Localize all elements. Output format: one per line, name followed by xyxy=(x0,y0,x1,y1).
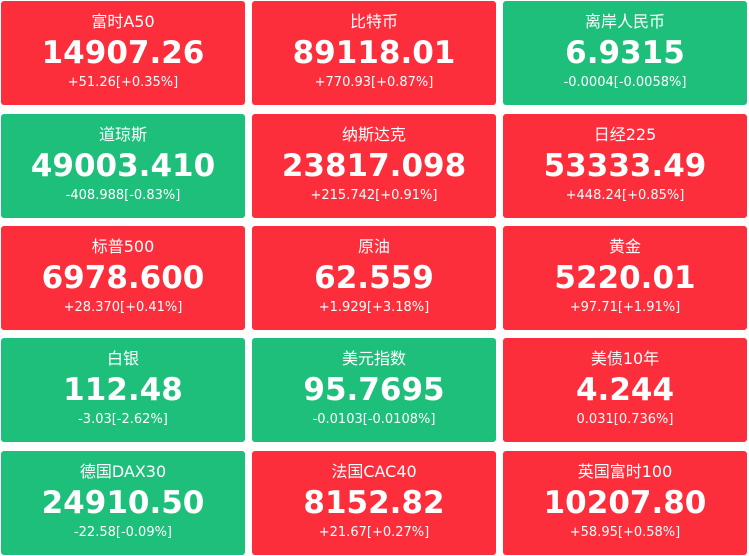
quote-change: +21.67[+0.27%] xyxy=(318,525,430,540)
quote-change: -0.0004[-0.0058%] xyxy=(563,75,687,90)
quote-change: +215.742[+0.91%] xyxy=(310,188,438,203)
quote-price: 6.9315 xyxy=(565,35,685,71)
quote-tile[interactable]: 德国DAX30 24910.50 -22.58[-0.09%] xyxy=(1,451,245,555)
quote-tile[interactable]: 美元指数 95.7695 -0.0103[-0.0108%] xyxy=(252,338,496,442)
quote-price: 8152.82 xyxy=(303,485,445,521)
quote-price: 95.7695 xyxy=(303,372,445,408)
quote-price: 24910.50 xyxy=(41,485,205,521)
quote-tile[interactable]: 道琼斯 49003.410 -408.988[-0.83%] xyxy=(1,114,245,218)
quote-change: +51.26[+0.35%] xyxy=(67,75,179,90)
quote-name: 白银 xyxy=(106,349,139,368)
quote-name: 美元指数 xyxy=(341,349,406,368)
quote-change: 0.031[0.736%] xyxy=(576,412,674,427)
quote-name: 黄金 xyxy=(608,237,641,256)
quote-tile[interactable]: 黄金 5220.01 +97.71[+1.91%] xyxy=(503,226,747,330)
quote-price: 49003.410 xyxy=(30,148,216,184)
quote-tile[interactable]: 英国富时100 10207.80 +58.95[+0.58%] xyxy=(503,451,747,555)
quote-name: 比特币 xyxy=(349,12,398,31)
quote-change: +1.929[+3.18%] xyxy=(318,300,430,315)
quote-name: 法国CAC40 xyxy=(331,462,417,481)
quote-tile[interactable]: 美债10年 4.244 0.031[0.736%] xyxy=(503,338,747,442)
quote-price: 62.559 xyxy=(314,260,434,296)
quote-tile[interactable]: 比特币 89118.01 +770.93[+0.87%] xyxy=(252,1,496,105)
quote-name: 标普500 xyxy=(91,237,155,256)
quote-change: -22.58[-0.09%] xyxy=(73,525,173,540)
quote-tile[interactable]: 标普500 6978.600 +28.370[+0.41%] xyxy=(1,226,245,330)
quote-name: 富时A50 xyxy=(91,12,155,31)
quote-name: 日经225 xyxy=(593,125,657,144)
quote-price: 14907.26 xyxy=(41,35,205,71)
quote-name: 离岸人民币 xyxy=(584,12,665,31)
quote-name: 原油 xyxy=(357,237,390,256)
quote-name: 美债10年 xyxy=(590,349,660,368)
quote-change: +28.370[+0.41%] xyxy=(63,300,183,315)
quote-change: -0.0103[-0.0108%] xyxy=(312,412,436,427)
quote-name: 德国DAX30 xyxy=(79,462,167,481)
quote-tile[interactable]: 法国CAC40 8152.82 +21.67[+0.27%] xyxy=(252,451,496,555)
quote-tile[interactable]: 原油 62.559 +1.929[+3.18%] xyxy=(252,226,496,330)
quote-change: +97.71[+1.91%] xyxy=(569,300,681,315)
quote-name: 英国富时100 xyxy=(577,462,673,481)
quote-price: 112.48 xyxy=(63,372,183,408)
quote-price: 53333.49 xyxy=(543,148,707,184)
quote-tile[interactable]: 白银 112.48 -3.03[-2.62%] xyxy=(1,338,245,442)
quote-tile[interactable]: 日经225 53333.49 +448.24[+0.85%] xyxy=(503,114,747,218)
quote-price: 5220.01 xyxy=(554,260,696,296)
quote-name: 道琼斯 xyxy=(98,125,147,144)
quote-change: +448.24[+0.85%] xyxy=(565,188,685,203)
quote-change: +58.95[+0.58%] xyxy=(569,525,681,540)
quote-tile[interactable]: 纳斯达克 23817.098 +215.742[+0.91%] xyxy=(252,114,496,218)
quote-tile[interactable]: 离岸人民币 6.9315 -0.0004[-0.0058%] xyxy=(503,1,747,105)
quote-tile[interactable]: 富时A50 14907.26 +51.26[+0.35%] xyxy=(1,1,245,105)
quote-price: 89118.01 xyxy=(292,35,456,71)
quote-price: 4.244 xyxy=(575,372,675,408)
quote-change: -3.03[-2.62%] xyxy=(78,412,168,427)
quote-change: -408.988[-0.83%] xyxy=(65,188,181,203)
quote-price: 23817.098 xyxy=(281,148,467,184)
quote-price: 10207.80 xyxy=(543,485,707,521)
quote-name: 纳斯达克 xyxy=(341,125,406,144)
quote-change: +770.93[+0.87%] xyxy=(314,75,434,90)
quote-price: 6978.600 xyxy=(41,260,205,296)
